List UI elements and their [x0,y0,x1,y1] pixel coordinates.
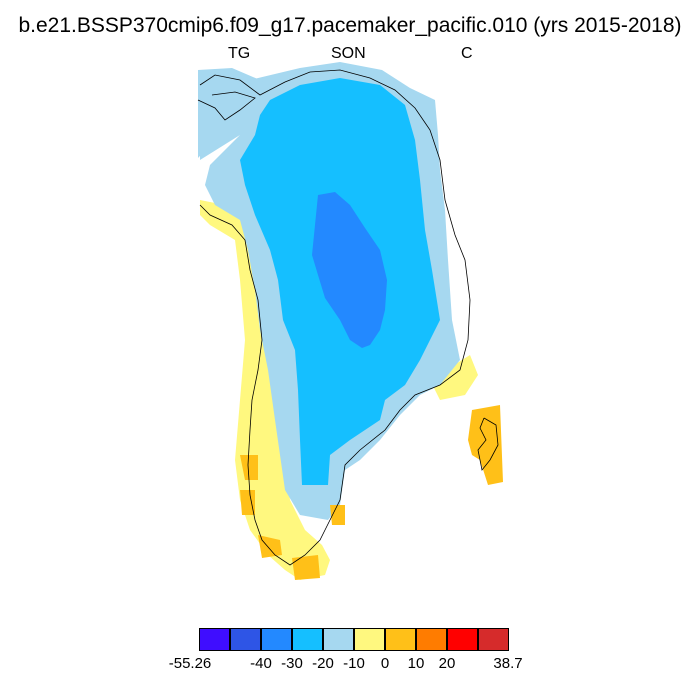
colorbar-box [199,628,230,651]
region-northwest [198,68,282,158]
colorbar-label: 10 [407,655,425,672]
colorbar-label: 20 [438,655,456,672]
region-south-tip-a [258,535,282,558]
coastline-northwest [197,91,256,121]
colorbar-box [354,628,385,651]
colorbar-label: -40 [250,655,272,672]
season-label: SON [331,45,366,62]
region-east-patch [468,405,503,485]
colorbar-label: -30 [281,655,303,672]
units-label: C [461,45,473,62]
region-south-tip-b [292,555,320,580]
region-summit [312,192,387,348]
coastline [199,69,471,566]
colorbar-box [261,628,292,651]
colorbar-box [478,628,509,651]
colorbar-box [292,628,323,651]
colorbar-box [416,628,447,651]
colorbar-box [447,628,478,651]
map-title: b.e21.BSSP370cmip6.f09_g17.pacemaker_pac… [18,14,682,37]
region-south-tip-c [240,455,258,480]
colorbar-label: -55.26 [168,655,212,672]
coastline-east-island [477,417,499,471]
colorbar-box [323,628,354,651]
colorbar-box [385,628,416,651]
colorbar-label: 0 [380,655,390,672]
colorbar-label: -10 [343,655,365,672]
colorbar-box [230,628,261,651]
colorbar-label: -20 [312,655,334,672]
region-south-tip-d [240,490,255,515]
region-south-tip-e [330,505,345,525]
region-southwest-coast [200,200,330,580]
colorbar-label: 38.7 [493,655,523,672]
region-southeast-coast [430,355,478,400]
variable-label: TG [228,45,251,62]
